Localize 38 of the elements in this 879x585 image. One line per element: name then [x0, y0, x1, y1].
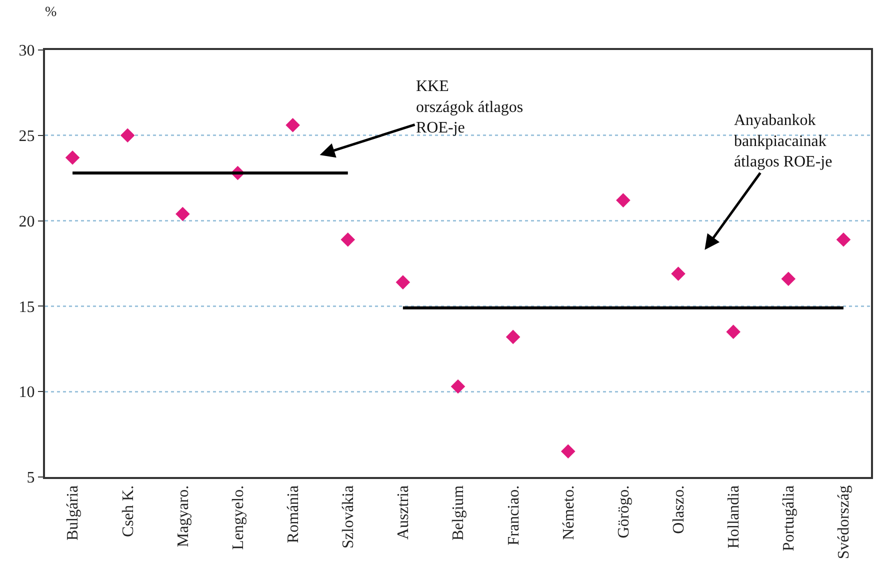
y-axis-title: % [45, 5, 57, 20]
point [396, 275, 410, 290]
point [836, 232, 851, 247]
y-tick-label: 5 [26, 470, 35, 487]
y-tick-label: 10 [18, 384, 35, 402]
x-tick-label: Cseh K. [120, 485, 137, 537]
x-tick-label: Románia [285, 485, 302, 544]
x-tick-label: Olaszo. [670, 485, 688, 534]
annotation: KKE országok átlagos ROE-je [416, 78, 524, 137]
point [726, 324, 740, 339]
point [176, 206, 190, 222]
y-tick-label: 30 [18, 42, 35, 60]
x-tick-label: Belgium [450, 484, 468, 541]
x-tick-label: Lengyelo. [230, 485, 247, 550]
point [120, 128, 135, 143]
point [506, 330, 520, 344]
point [781, 272, 796, 286]
x-tick-label: Bulgária [64, 485, 82, 540]
x-tick-label: Görögo. [615, 485, 632, 538]
y-tick-label: 25 [18, 128, 35, 145]
point [671, 266, 686, 281]
point [560, 444, 576, 459]
x-tick-label: Franciao. [505, 485, 522, 546]
x-tick-label: Németo. [560, 485, 578, 540]
x-tick-label: Magyaro. [174, 485, 192, 548]
annotation: Anyabankok bankpiacainak átlagos ROE-je [734, 112, 832, 171]
y-tick-label: 15 [18, 298, 35, 316]
x-tick-label: Hollandia [726, 485, 743, 548]
point [340, 232, 356, 247]
x-tick-label: Portugália [780, 485, 798, 552]
point [450, 379, 466, 394]
point [616, 193, 630, 208]
point [65, 150, 80, 165]
x-tick-label: Svédország [836, 485, 853, 560]
point [286, 118, 300, 132]
x-tick-label: Szlovákia [340, 485, 358, 548]
y-tick-label: 20 [18, 213, 35, 230]
x-tick-label: Ausztria [395, 485, 412, 540]
